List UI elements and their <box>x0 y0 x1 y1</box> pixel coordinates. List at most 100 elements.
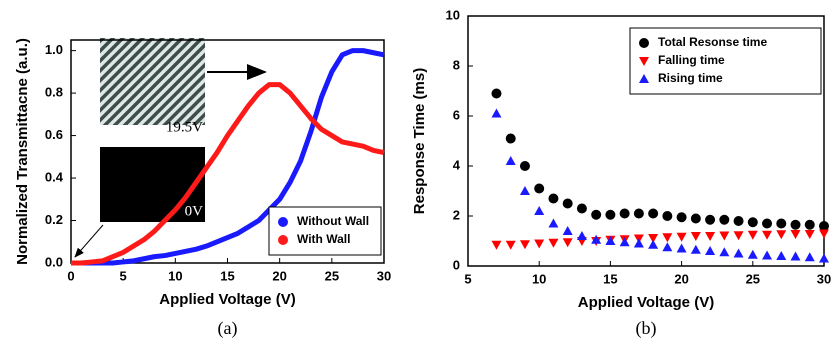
marker <box>662 211 673 221</box>
marker <box>762 250 773 260</box>
legend-label: Total Resonse time <box>658 35 767 49</box>
marker <box>548 218 559 228</box>
x-tick-label: 30 <box>377 268 391 283</box>
marker <box>776 230 787 240</box>
marker <box>662 242 673 252</box>
marker <box>505 133 516 144</box>
legend-label: Rising time <box>658 71 723 85</box>
inset-label: 19.5V <box>166 119 203 135</box>
marker <box>534 206 545 215</box>
arrow <box>74 224 104 258</box>
plot-frame <box>467 15 825 267</box>
marker <box>719 231 730 241</box>
x-tick-label: 5 <box>464 271 471 286</box>
marker <box>762 230 773 240</box>
marker <box>562 238 573 248</box>
marker <box>648 208 659 219</box>
marker <box>676 212 687 223</box>
marker <box>591 234 602 244</box>
marker <box>505 240 516 250</box>
y-tick-label: 1.0 <box>45 42 63 57</box>
y-tick-label: 0.8 <box>45 85 63 100</box>
y-tick-label: 0.2 <box>45 212 63 227</box>
marker <box>747 230 758 240</box>
x-tick-label: 15 <box>603 271 617 286</box>
marker <box>776 218 787 229</box>
x-axis-label: Applied Voltage (V) <box>578 294 714 311</box>
marker <box>505 156 516 165</box>
y-tick-label: 10 <box>446 7 460 22</box>
marker <box>519 161 530 171</box>
marker <box>648 239 659 249</box>
marker <box>790 251 801 261</box>
marker <box>804 219 815 230</box>
x-tick-label: 15 <box>220 268 234 283</box>
marker <box>605 236 616 245</box>
marker <box>747 249 758 259</box>
marker <box>804 252 815 262</box>
legend-label: With Wall <box>297 232 350 246</box>
marker <box>576 203 587 214</box>
marker <box>676 232 687 242</box>
inset-label: 0V <box>185 203 204 219</box>
marker <box>562 198 573 209</box>
legend-marker <box>639 74 649 83</box>
marker <box>491 88 502 99</box>
inset-off <box>100 147 205 222</box>
x-axis-label: Applied Voltage (V) <box>159 291 295 308</box>
marker <box>548 193 559 204</box>
x-tick-label: 10 <box>168 268 182 283</box>
inset-on <box>100 38 205 125</box>
legend-marker <box>278 235 288 245</box>
marker <box>747 217 758 228</box>
caption: (b) <box>636 318 657 339</box>
marker <box>819 221 829 231</box>
marker <box>690 232 701 241</box>
x-tick-label: 20 <box>674 271 688 286</box>
marker <box>548 238 559 248</box>
marker <box>719 247 730 257</box>
marker <box>719 214 730 225</box>
legend-marker <box>639 38 649 48</box>
legend-box <box>268 206 382 256</box>
marker <box>605 209 616 220</box>
marker <box>519 186 530 195</box>
marker <box>819 229 829 239</box>
series-line <box>71 82 385 266</box>
y-axis-label: Normalized Transmittacne (a.u.) <box>14 38 31 265</box>
marker <box>733 216 744 226</box>
marker <box>690 213 701 224</box>
legend-box <box>629 27 822 95</box>
y-tick-label: 8 <box>453 57 460 72</box>
y-tick-label: 0.6 <box>45 127 63 142</box>
legend-label: Without Wall <box>297 214 369 228</box>
x-tick-label: 25 <box>746 271 760 286</box>
y-tick-label: 0.0 <box>45 254 63 269</box>
marker <box>690 244 701 254</box>
marker <box>733 248 744 258</box>
marker <box>491 108 502 118</box>
y-tick-label: 6 <box>453 107 460 122</box>
legend-marker <box>278 217 288 227</box>
marker <box>705 246 716 255</box>
y-tick-label: 0.4 <box>45 169 64 184</box>
marker <box>519 240 530 250</box>
marker <box>648 234 659 243</box>
marker <box>491 240 502 250</box>
marker <box>591 209 602 220</box>
marker <box>819 253 829 263</box>
marker <box>633 238 644 248</box>
x-tick-label: 20 <box>272 268 286 283</box>
marker <box>562 226 573 235</box>
marker <box>705 232 716 241</box>
x-tick-label: 5 <box>120 268 127 283</box>
x-tick-label: 30 <box>817 271 831 286</box>
marker <box>762 218 773 229</box>
marker <box>733 231 744 241</box>
marker <box>804 230 815 239</box>
legend-label: Falling time <box>658 53 725 67</box>
marker <box>534 239 545 249</box>
marker <box>576 231 587 240</box>
marker <box>619 237 630 247</box>
x-tick-label: 10 <box>532 271 546 286</box>
